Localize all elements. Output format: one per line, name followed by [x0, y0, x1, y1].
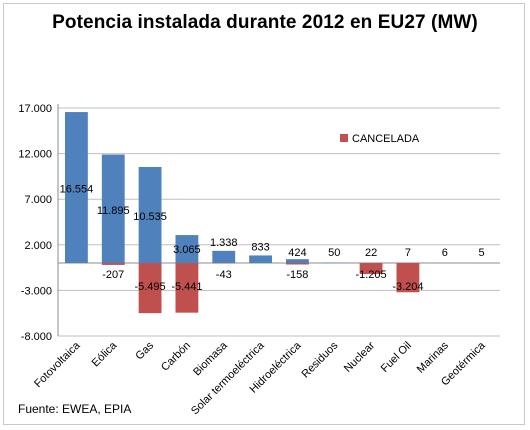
bar-instalada — [64, 112, 88, 264]
bar-cancelada — [285, 263, 309, 265]
y-tick-label: 7.000 — [24, 194, 52, 206]
bar-cancelada — [359, 263, 383, 275]
data-label-cancelada: -43 — [216, 269, 232, 281]
chart-frame — [3, 3, 525, 425]
bar-instalada — [101, 154, 125, 264]
data-label-instalada: 424 — [288, 247, 306, 259]
bar-instalada — [249, 255, 273, 264]
bar-cancelada — [396, 263, 420, 293]
x-category-label: Fotovoltaica — [32, 339, 83, 390]
x-category-label: Eólica — [90, 339, 120, 369]
legend-label: CANCELADA — [352, 133, 420, 145]
data-label-cancelada: -158 — [286, 269, 308, 281]
bar-cancelada — [175, 263, 199, 313]
x-category-label: Carbón — [159, 340, 193, 374]
bar-instalada — [138, 166, 162, 264]
y-tick-label: -8.000 — [21, 331, 52, 343]
data-label-cancelada: -1.205 — [355, 269, 386, 281]
data-label-instalada: 1.338 — [210, 237, 238, 249]
bar-instalada — [212, 250, 236, 264]
data-label-instalada: 11.895 — [97, 205, 130, 217]
legend-swatch — [340, 134, 348, 142]
data-label-instalada: 50 — [328, 247, 340, 259]
y-tick-label: 17.000 — [18, 103, 52, 115]
chart-title: Potencia instalada durante 2012 en EU27 … — [52, 12, 478, 33]
data-label-cancelada: -5.441 — [171, 281, 202, 293]
y-tick-label: 12.000 — [18, 149, 52, 161]
y-tick-label: -3.000 — [21, 285, 52, 297]
x-category-label: Gas — [133, 339, 156, 362]
x-category-label: Fuel Oil — [379, 340, 414, 375]
x-category-label: Residuos — [299, 339, 340, 380]
data-label-instalada: 833 — [251, 241, 269, 253]
bar-instalada — [175, 235, 199, 264]
x-category-label: Marinas — [415, 339, 452, 376]
bar-cancelada — [138, 263, 162, 314]
data-label-instalada: 7 — [405, 247, 411, 259]
data-label-cancelada: -207 — [102, 269, 124, 281]
data-label-instalada: 3.065 — [173, 244, 201, 256]
data-label-instalada: 10.535 — [133, 211, 167, 223]
y-tick-label: 2.000 — [24, 240, 52, 252]
bar-instalada — [285, 259, 309, 264]
data-label-instalada: 6 — [442, 247, 448, 259]
data-label-cancelada: -3.204 — [392, 281, 423, 293]
data-label-instalada: 22 — [365, 247, 377, 259]
x-category-label: Nuclear — [342, 339, 378, 375]
chart-source: Fuente: EWEA, EPIA — [18, 402, 132, 416]
data-label-instalada: 5 — [479, 247, 485, 259]
data-label-instalada: 16.554 — [60, 184, 94, 196]
data-label-cancelada: -5.495 — [134, 281, 165, 293]
bar-cancelada — [101, 263, 125, 265]
